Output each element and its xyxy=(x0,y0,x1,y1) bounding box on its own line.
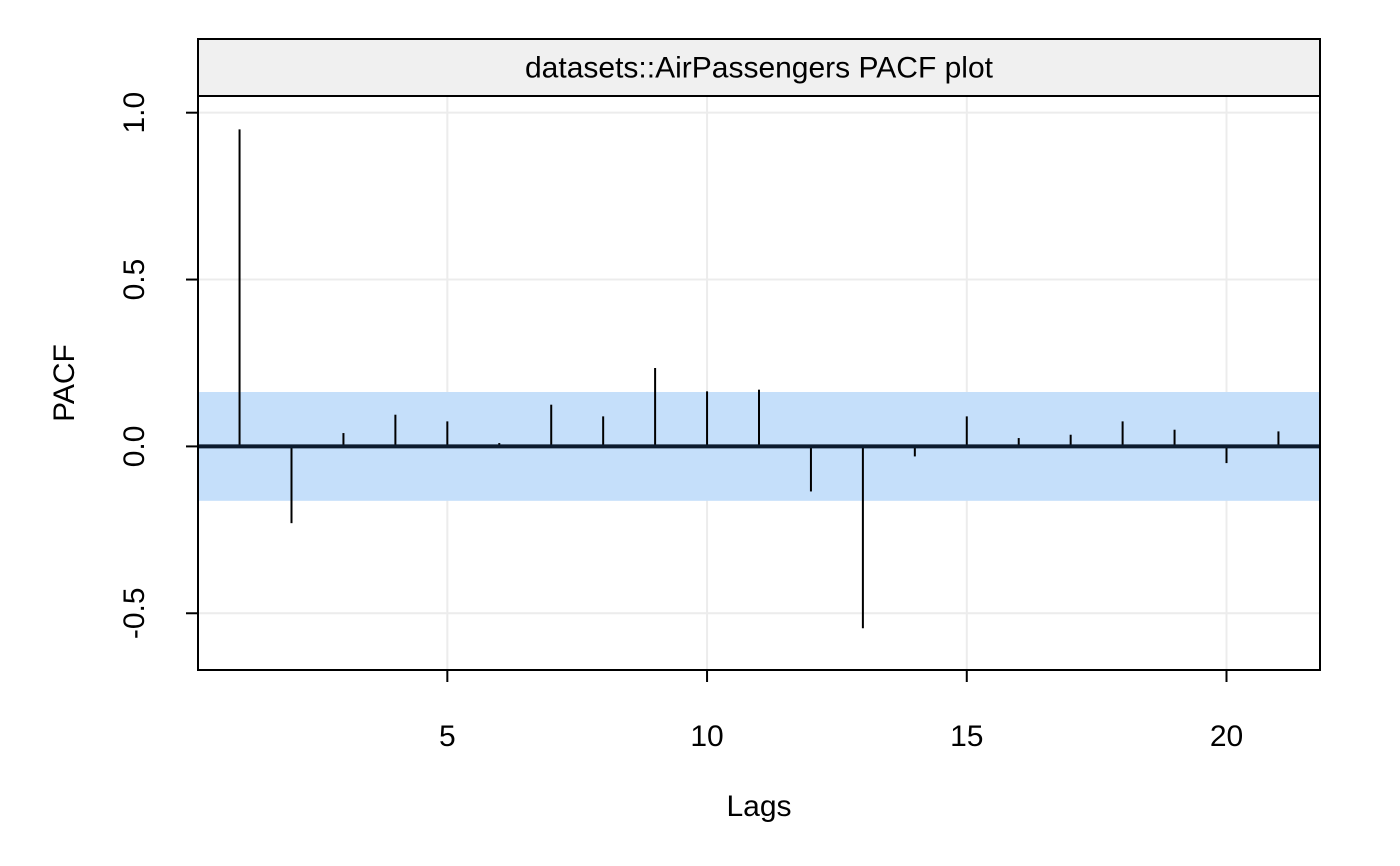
x-tick-label: 10 xyxy=(690,720,723,753)
x-tick-label: 5 xyxy=(439,720,456,753)
title-strip xyxy=(197,38,1321,97)
pacf-spikes xyxy=(238,129,1280,629)
y-tick-label: 0.0 xyxy=(118,426,151,468)
y-tick-label: 0.5 xyxy=(118,259,151,301)
chart-title: datasets::AirPassengers PACF plot xyxy=(525,52,994,85)
y-tick-label: 1.0 xyxy=(118,92,151,134)
y-tick-label: -0.5 xyxy=(118,587,151,639)
x-tick-label: 15 xyxy=(950,720,983,753)
x-axis-title: Lags xyxy=(726,790,791,823)
plot-frame xyxy=(197,95,1321,671)
grid-lines xyxy=(198,96,1320,670)
y-axis-ticks: -0.5 0.0 0.5 1.0 xyxy=(118,92,198,639)
x-axis-ticks: 5 10 15 20 xyxy=(439,670,1243,753)
x-tick-label: 20 xyxy=(1210,720,1243,753)
y-axis-title: PACF xyxy=(48,344,81,422)
